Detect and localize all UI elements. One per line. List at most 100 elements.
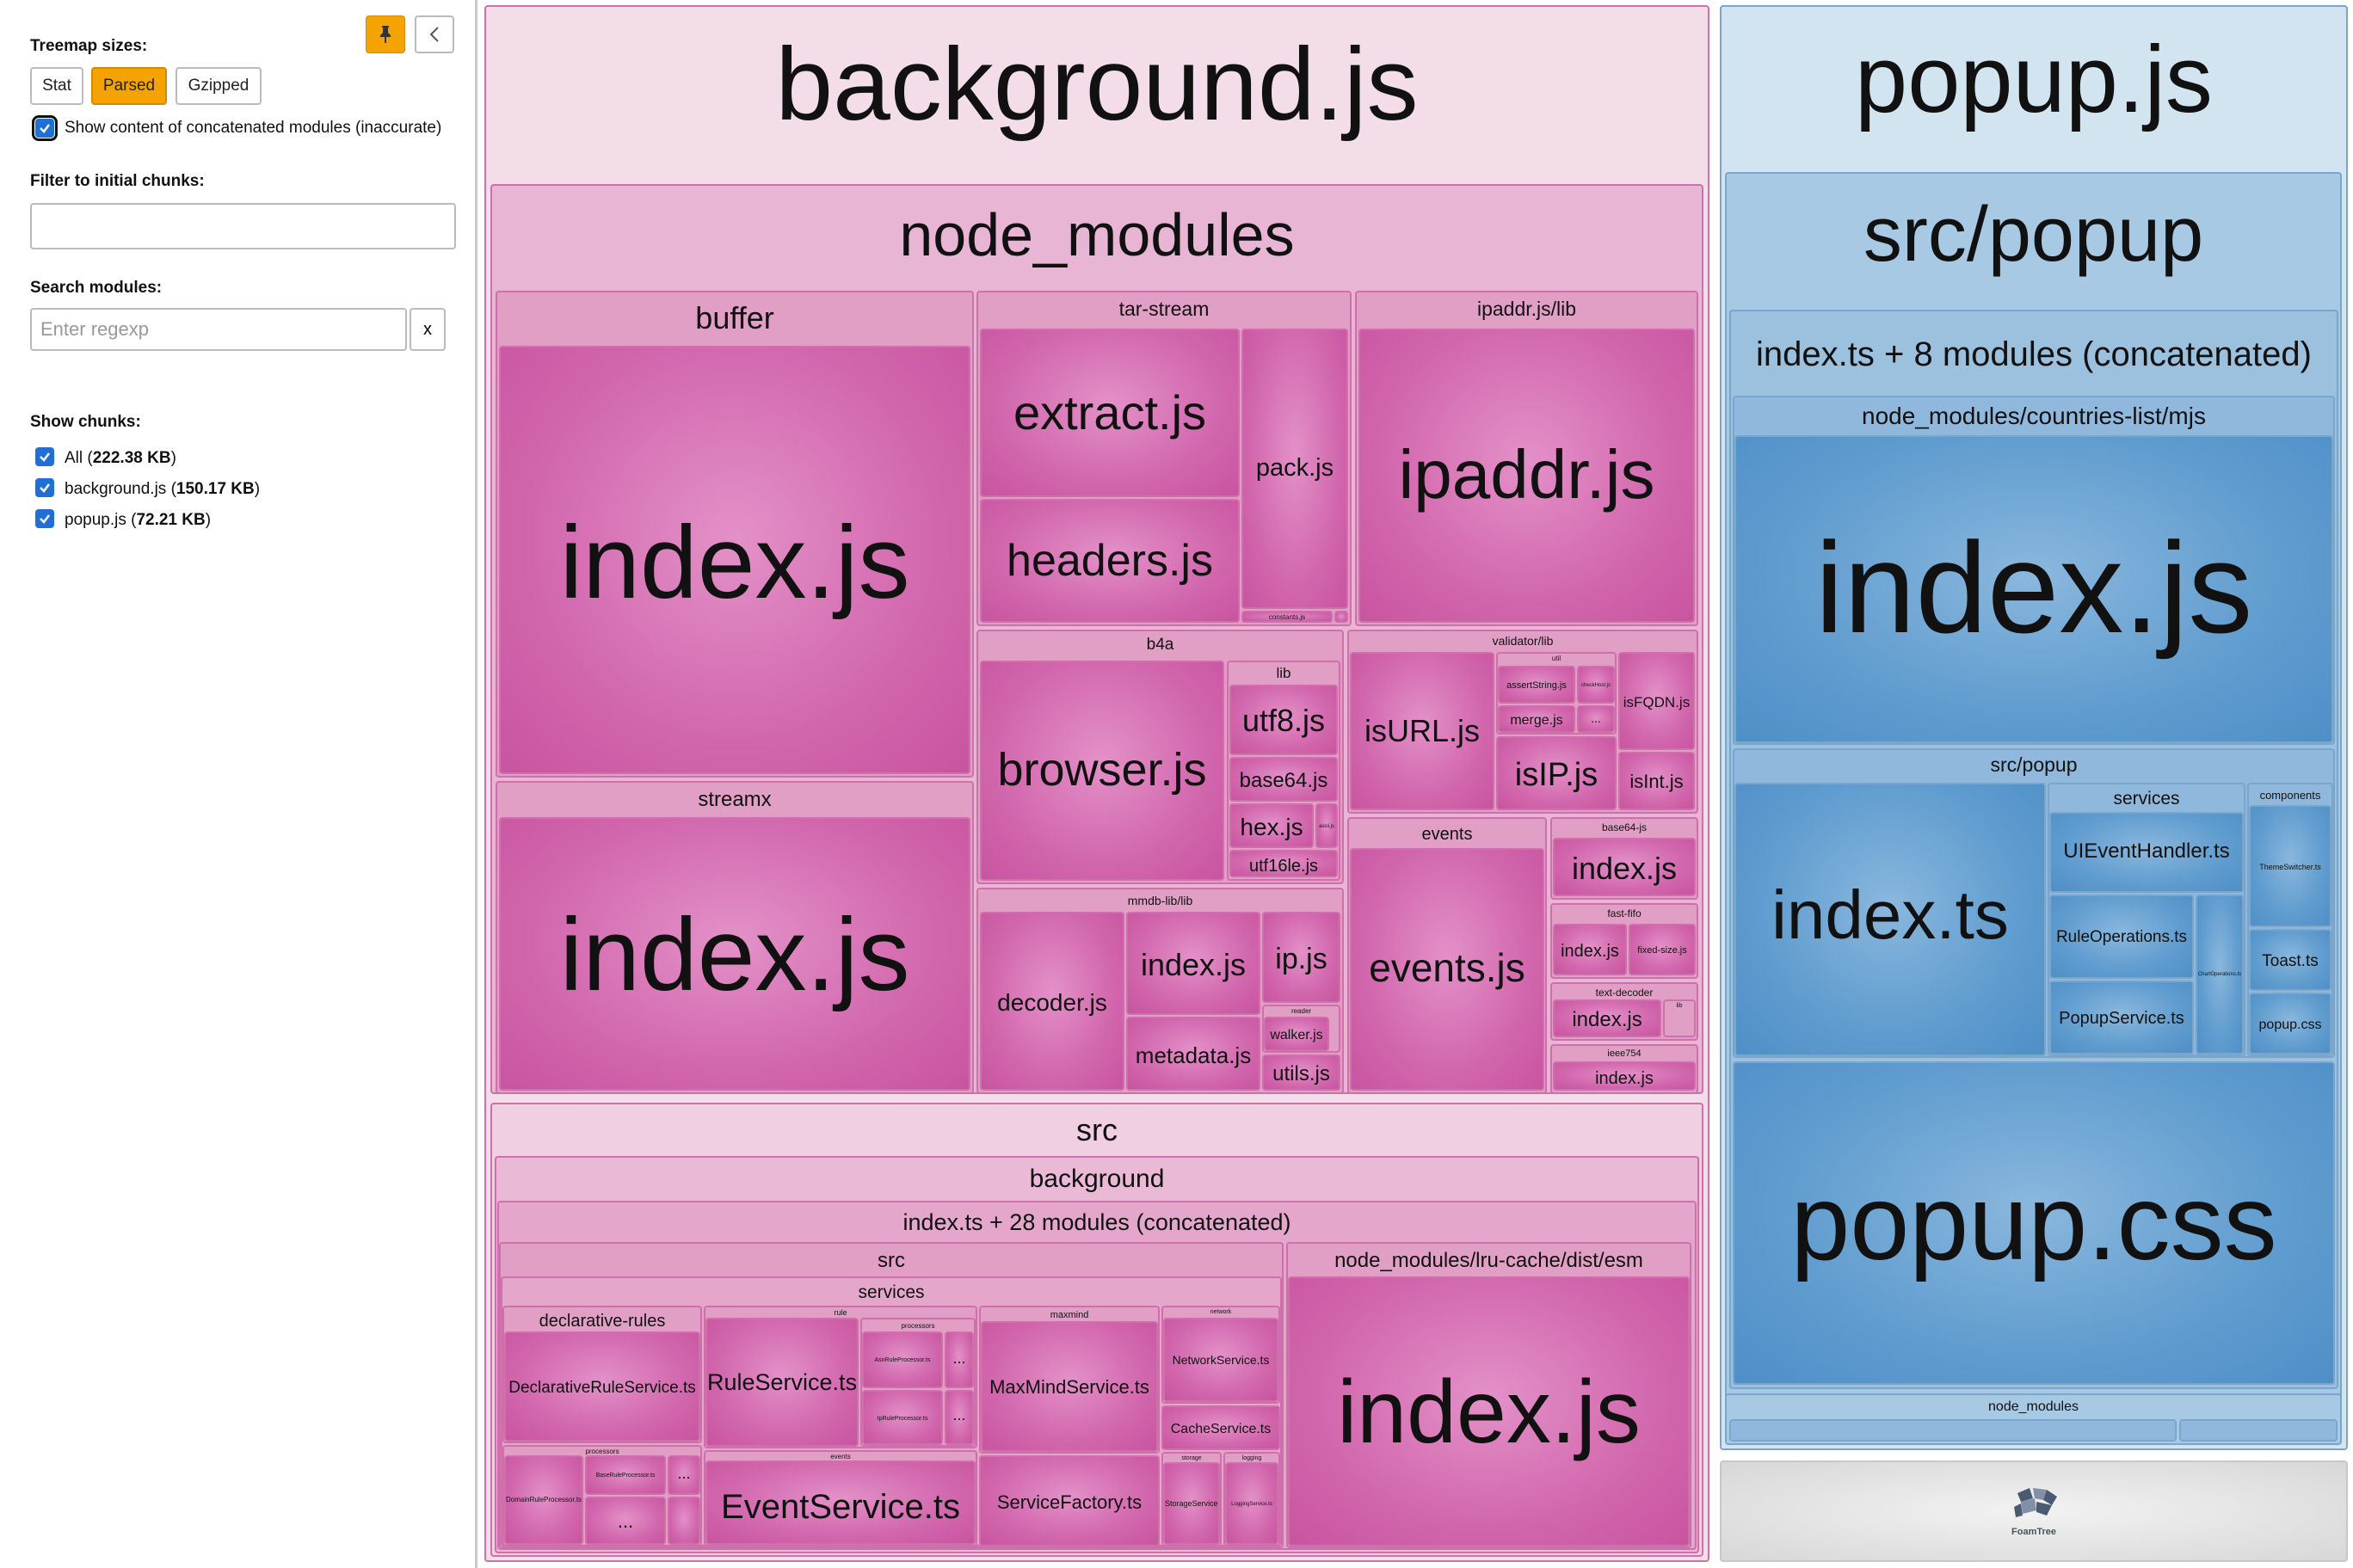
decoder-module[interactable]: decoder.js xyxy=(980,912,1124,1091)
ascii-module[interactable]: ascii.js xyxy=(1315,803,1338,848)
module-label: MaxMindService.ts xyxy=(989,1376,1149,1398)
size-gzipped-button[interactable]: Gzipped xyxy=(176,67,262,105)
ip-module[interactable]: ip.js xyxy=(1262,912,1340,1003)
base64-module[interactable]: base64.js xyxy=(1229,757,1338,802)
utils-module[interactable]: utils.js xyxy=(1262,1055,1340,1091)
pin-button[interactable] xyxy=(366,15,405,53)
isFQDN-module[interactable]: isFQDN.js xyxy=(1618,652,1695,750)
module-label: utf16le.js xyxy=(1248,857,1319,876)
folder-label: lib xyxy=(1276,665,1291,681)
module-label: hex.js xyxy=(1240,814,1303,840)
module-label: isInt.js xyxy=(1629,771,1684,792)
isURL-module[interactable]: isURL.js xyxy=(1350,652,1494,810)
module-label: index.js xyxy=(559,897,910,1012)
small-module[interactable] xyxy=(668,1497,700,1545)
pack-module[interactable]: pack.js xyxy=(1241,329,1348,609)
folder-label: services xyxy=(2113,789,2180,809)
hex-module[interactable]: hex.js xyxy=(1229,803,1314,848)
extract-module[interactable]: extract.js xyxy=(980,329,1240,497)
rule-service-module[interactable]: RuleService.ts xyxy=(705,1318,859,1447)
collapse-sidebar-button[interactable] xyxy=(415,15,454,53)
chart-operations-module[interactable]: ChartOperations.ts xyxy=(2196,895,2244,1055)
lru-cache-index-module[interactable]: index.js xyxy=(1288,1276,1690,1546)
countries-list-index-module[interactable]: index.js xyxy=(1734,435,2333,743)
components-popup-css-module[interactable]: popup.css xyxy=(2249,993,2331,1055)
maxmind-service-module[interactable]: MaxMindService.ts xyxy=(981,1321,1158,1452)
size-parsed-button[interactable]: Parsed xyxy=(91,67,167,105)
text-decoder-index-module[interactable]: index.js xyxy=(1553,999,1661,1037)
popup-index-ts-module[interactable]: index.ts xyxy=(1734,783,2046,1056)
module-label: browser.js xyxy=(997,744,1207,796)
chunk-all-checkbox[interactable] xyxy=(35,447,54,466)
browser-module[interactable]: browser.js xyxy=(980,661,1224,881)
events-module[interactable]: events.js xyxy=(1350,848,1544,1091)
assertString-module[interactable]: assertString.js xyxy=(1498,666,1575,704)
merge-module[interactable]: merge.js xyxy=(1498,705,1575,733)
declarative-rule-service-module[interactable]: DeclarativeRuleService.ts xyxy=(504,1331,700,1442)
rule-processors-more-2[interactable]: ... xyxy=(945,1390,974,1445)
walker-module[interactable]: walker.js xyxy=(1264,1017,1329,1051)
rule-processors-more[interactable]: ... xyxy=(945,1331,974,1388)
cache-service-module[interactable]: CacheService.ts xyxy=(1161,1405,1280,1450)
ui-event-handler-module[interactable]: UIEventHandler.ts xyxy=(2049,812,2244,893)
metadata-module[interactable]: metadata.js xyxy=(1126,1017,1260,1091)
sidebar: Treemap sizes: Stat Parsed Gzipped Show … xyxy=(0,0,477,1568)
folder-label: network xyxy=(1210,1309,1232,1315)
ieee754-index-module[interactable]: index.js xyxy=(1553,1061,1696,1091)
search-clear-button[interactable]: x xyxy=(410,308,446,351)
processors-more-modules-2[interactable]: ... xyxy=(585,1497,666,1545)
folder-label: rule xyxy=(834,1308,847,1317)
small-module[interactable] xyxy=(1334,611,1348,623)
fast-fifo-index-module[interactable]: index.js xyxy=(1553,924,1627,975)
toast-module[interactable]: Toast.ts xyxy=(2249,929,2331,991)
fixed-size-module[interactable]: fixed-size.js xyxy=(1629,924,1696,975)
filter-input[interactable] xyxy=(30,203,456,249)
asn-rule-processor-module[interactable]: AsnRuleProcessor.ts xyxy=(862,1331,943,1388)
popup-node-modules-group[interactable] xyxy=(1729,1419,2177,1442)
domain-rule-processor-module[interactable]: DomainRuleProcessor.ts xyxy=(504,1455,583,1545)
logging-service-module[interactable]: LoggingService.ts xyxy=(1225,1462,1278,1545)
folder-label: src/popup xyxy=(1990,753,2078,776)
ellipsis: ... xyxy=(952,1350,966,1367)
popup-service-module[interactable]: PopupService.ts xyxy=(2049,981,2194,1055)
folder-label: processors xyxy=(585,1448,619,1455)
chunk-name: popup.js xyxy=(65,511,126,529)
util-more-modules[interactable]: ... xyxy=(1577,705,1615,733)
module-label: events.js xyxy=(1369,945,1525,990)
size-stat-button[interactable]: Stat xyxy=(30,67,83,105)
service-factory-module[interactable]: ServiceFactory.ts xyxy=(979,1455,1160,1546)
constants-module[interactable]: constants.js xyxy=(1241,611,1333,623)
mmdb-index-module[interactable]: index.js xyxy=(1126,912,1260,1015)
base-rule-processor-module[interactable]: BaseRuleProcessor.ts xyxy=(585,1455,666,1495)
chunk-name: background.js xyxy=(65,480,167,498)
ip-rule-processor-module[interactable]: IpRuleProcessor.ts xyxy=(862,1390,943,1445)
isInt-module[interactable]: isInt.js xyxy=(1618,752,1695,810)
utf8-module[interactable]: utf8.js xyxy=(1229,685,1338,755)
popup-node-modules-group-2[interactable] xyxy=(2179,1419,2338,1442)
module-label: base64.js xyxy=(1239,769,1328,792)
folder-label: base64-js xyxy=(1601,821,1648,833)
buffer-index-module[interactable]: index.js xyxy=(499,346,970,774)
foamtree-area: FoamTree xyxy=(1720,1460,2348,1562)
rule-operations-module[interactable]: RuleOperations.ts xyxy=(2049,895,2194,979)
storage-service-module[interactable]: StorageService.ts xyxy=(1163,1462,1220,1545)
concat-checkbox[interactable] xyxy=(32,115,58,141)
search-input[interactable]: Enter regexp xyxy=(30,308,407,351)
module-label: NetworkService.ts xyxy=(1172,1353,1270,1367)
network-service-module[interactable]: NetworkService.ts xyxy=(1163,1318,1278,1402)
chunk-popup-checkbox[interactable] xyxy=(35,509,54,528)
chunk-background-checkbox[interactable] xyxy=(35,478,54,497)
streamx-index-module[interactable]: index.js xyxy=(499,817,970,1091)
processors-more-modules[interactable]: ... xyxy=(668,1455,700,1495)
event-service-module[interactable]: EventService.ts xyxy=(705,1460,976,1545)
popup-css-module[interactable]: popup.css xyxy=(1733,1061,2335,1385)
ipaddr-module[interactable]: ipaddr.js xyxy=(1358,329,1695,623)
base64-js-index-module[interactable]: index.js xyxy=(1553,838,1696,896)
utf16le-module[interactable]: utf16le.js xyxy=(1229,850,1338,877)
checkHost-module[interactable]: checkHost.js xyxy=(1577,666,1615,704)
headers-module[interactable]: headers.js xyxy=(980,499,1240,623)
module-label: walker.js xyxy=(1270,1028,1323,1042)
isIP-module[interactable]: isIP.js xyxy=(1496,736,1617,810)
text-decoder-lib-folder[interactable]: lib xyxy=(1663,999,1696,1037)
theme-switcher-module[interactable]: ThemeSwitcher.ts xyxy=(2249,805,2331,927)
